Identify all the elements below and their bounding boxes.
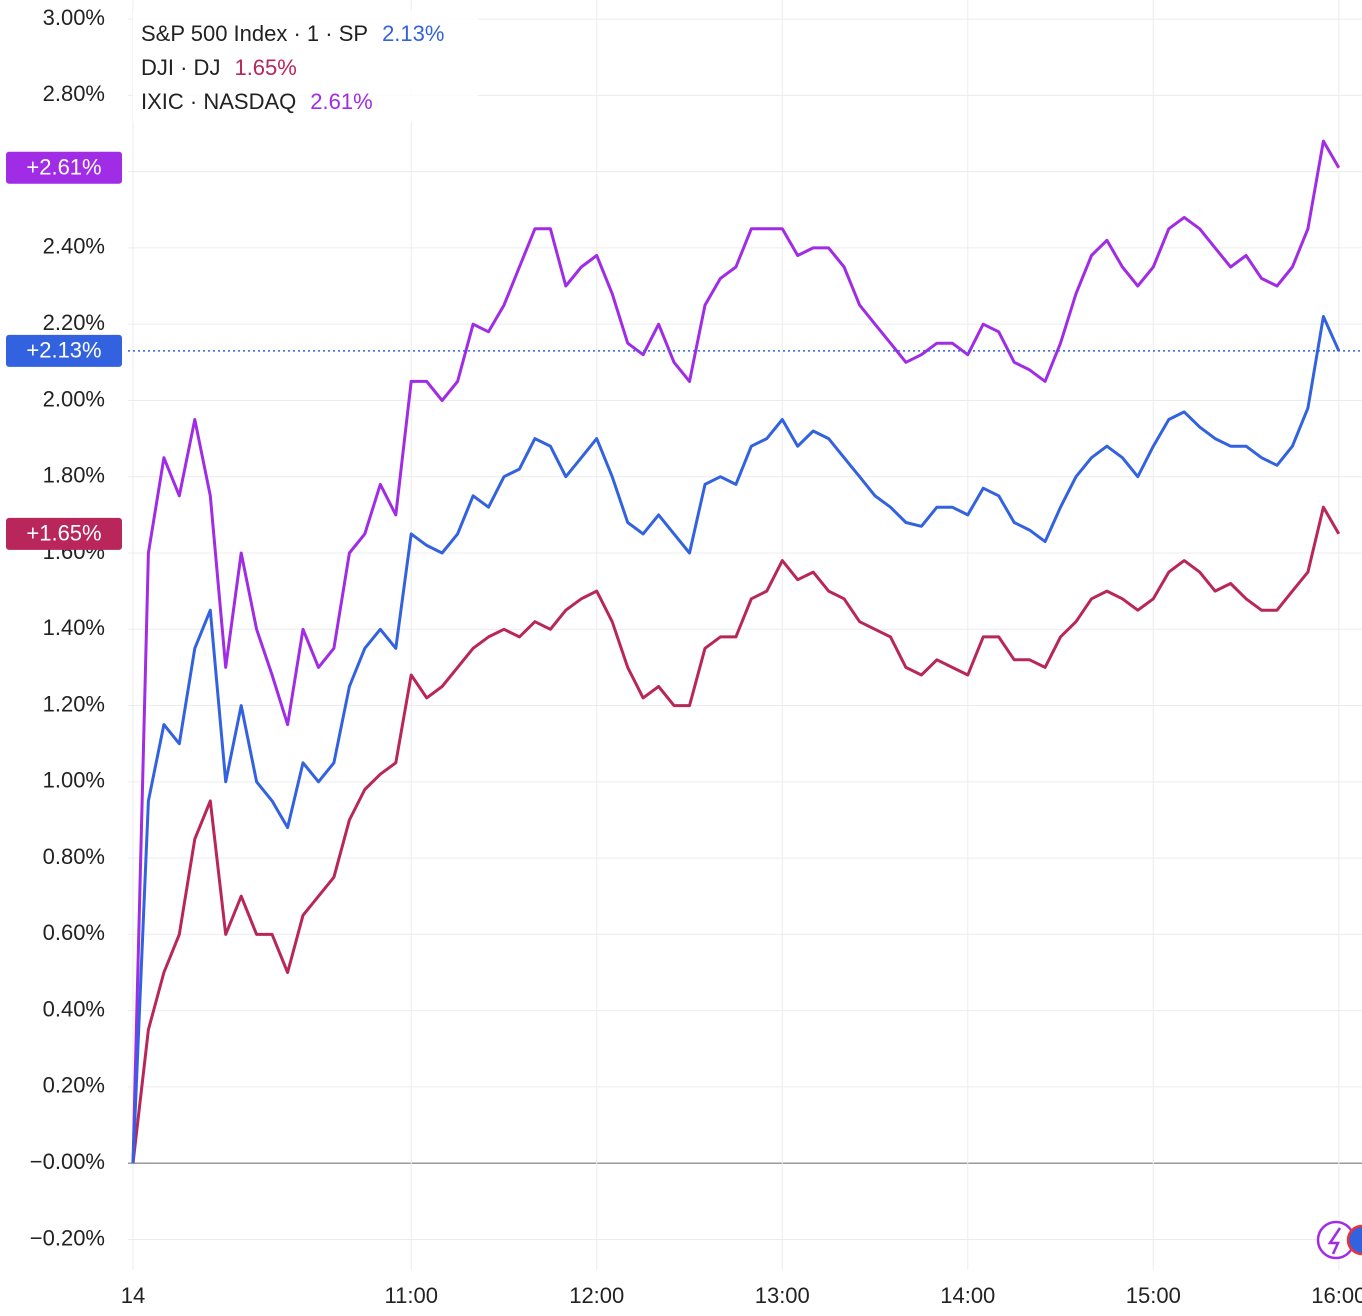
y-tick-label: 2.80% (43, 81, 105, 106)
x-tick-label: 16:00 (1311, 1283, 1362, 1308)
badges: +2.13% +1.65% +2.61% (6, 151, 122, 550)
legend-name: IXIC · NASDAQ (141, 89, 296, 114)
legend-entry: DJI · DJ 1.65% (141, 55, 297, 80)
legend-name: S&P 500 Index · 1 · SP (141, 21, 368, 46)
y-tick-label: 1.40% (43, 615, 105, 640)
legend: S&P 500 Index · 1 · SP 2.13% DJI · DJ 1.65%… (141, 21, 444, 114)
last-value-badge (6, 151, 122, 184)
y-tick-label: 2.00% (43, 386, 105, 411)
x-tick-label: 15:00 (1126, 1283, 1181, 1308)
series-line (131, 505, 1341, 1164)
series-line (131, 315, 1341, 1164)
series-line (131, 139, 1341, 1164)
y-tick-label: 1.80% (43, 463, 105, 488)
y-tick-label: −0.00% (30, 1149, 105, 1174)
icon (1327, 1227, 1342, 1255)
y-tick-label: 2.40% (43, 234, 105, 259)
last-value-label: +2.61% (26, 155, 101, 180)
y-tick-label: 0.40% (43, 996, 105, 1021)
legend-value: 1.65% (234, 55, 296, 80)
y-tick-label: 0.80% (43, 844, 105, 869)
y-tick-label: 1.00% (43, 768, 105, 793)
x-tick-label: 14 (121, 1283, 145, 1308)
y-tick-label: −0.20% (30, 1225, 105, 1250)
legend-value: 2.13% (382, 21, 444, 46)
last-value-badge (6, 334, 122, 367)
x-tick-label: 14:00 (940, 1283, 995, 1308)
legend-box (133, 10, 478, 122)
x-tick-label: 13:00 (755, 1283, 810, 1308)
grid (128, 0, 1362, 1270)
last-value-badge (6, 517, 122, 550)
x-tick-label: 11:00 (385, 1283, 438, 1308)
logo[interactable] (1316, 1220, 1362, 1260)
y-tick-label: 0.20% (43, 1073, 105, 1098)
y-tick-label: 2.20% (43, 310, 105, 335)
legend-entry: S&P 500 Index · 1 · SP 2.13% (141, 21, 444, 46)
plot (128, 139, 1362, 1164)
legend-value: 2.61% (310, 89, 372, 114)
y-tick-label: 0.60% (43, 920, 105, 945)
y-tick-label: 3.00% (43, 5, 105, 30)
last-value-label: +1.65% (26, 521, 101, 546)
legend-entry: IXIC · NASDAQ 2.61% (141, 89, 373, 114)
x-tick-label: 12:00 (569, 1283, 624, 1308)
y-tick-label: 1.20% (43, 691, 105, 716)
last-value-label: +2.13% (26, 338, 101, 363)
icon[interactable] (1346, 1224, 1362, 1256)
legend-name: DJI · DJ (141, 55, 220, 80)
axes: 3.00%2.80%2.60%2.40%2.20%2.00%1.80%1.60%… (30, 5, 1362, 1308)
